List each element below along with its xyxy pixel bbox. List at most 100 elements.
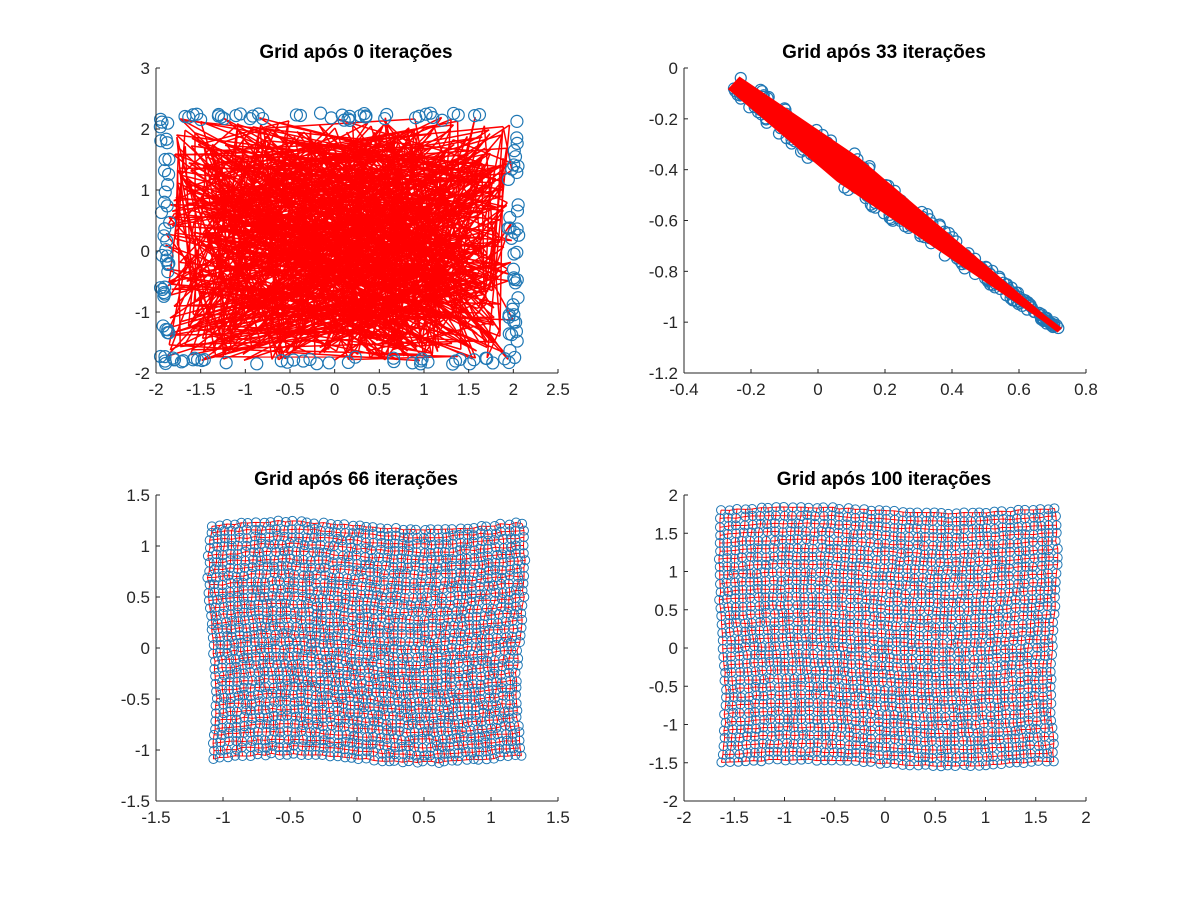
- grid-line: [211, 520, 523, 531]
- point-marker: [368, 716, 379, 727]
- grid-line: [356, 150, 474, 224]
- point-marker: [446, 577, 457, 588]
- point-marker: [954, 670, 965, 681]
- point-marker: [453, 575, 464, 586]
- point-marker: [329, 692, 340, 703]
- point-marker: [400, 704, 411, 715]
- point-marker: [482, 662, 493, 673]
- point-marker: [368, 746, 379, 757]
- point-marker: [263, 643, 274, 654]
- y-tick-label: 2: [669, 486, 678, 505]
- point-marker: [1028, 577, 1039, 588]
- point-marker: [1046, 674, 1057, 685]
- point-marker: [788, 680, 799, 691]
- point-marker: [1009, 619, 1020, 630]
- point-marker: [804, 705, 815, 716]
- point-marker: [282, 680, 293, 691]
- point-marker: [995, 595, 1006, 606]
- point-marker: [744, 576, 755, 587]
- point-marker: [219, 541, 230, 552]
- grid-line: [213, 730, 520, 742]
- point-marker: [482, 535, 493, 546]
- point-marker: [225, 577, 236, 588]
- point-marker: [390, 613, 401, 624]
- point-marker: [318, 728, 329, 739]
- point-marker: [990, 524, 1001, 535]
- point-marker: [772, 656, 783, 667]
- grid-line: [193, 235, 274, 316]
- point-marker: [807, 607, 818, 618]
- point-marker: [403, 674, 414, 685]
- point-marker: [465, 725, 476, 736]
- point-marker: [766, 689, 777, 700]
- point-marker: [511, 682, 522, 693]
- point-marker: [241, 540, 252, 551]
- point-marker: [874, 505, 885, 516]
- grid-line: [253, 195, 291, 334]
- point-marker: [451, 732, 462, 743]
- point-marker: [455, 560, 466, 571]
- grid-line: [212, 738, 520, 749]
- point-marker: [362, 611, 373, 622]
- point-marker: [883, 637, 894, 648]
- point-marker: [900, 670, 911, 681]
- point-marker: [393, 576, 404, 587]
- point-marker: [242, 637, 253, 648]
- point-marker: [297, 720, 308, 731]
- point-marker: [440, 553, 451, 564]
- point-marker: [320, 654, 331, 665]
- point-marker: [283, 718, 294, 729]
- point-marker: [774, 698, 785, 709]
- point-marker: [417, 727, 428, 738]
- grid-line: [206, 526, 218, 760]
- point-marker: [373, 724, 384, 735]
- grid-line: [166, 277, 414, 358]
- point-marker: [333, 730, 344, 741]
- point-marker: [834, 511, 845, 522]
- grid-line: [201, 155, 484, 362]
- point-marker: [787, 657, 798, 668]
- point-marker: [386, 351, 401, 365]
- point-marker: [1046, 715, 1057, 726]
- point-marker: [498, 690, 509, 701]
- point-marker: [822, 617, 833, 628]
- point-marker: [513, 653, 524, 664]
- point-marker: [361, 746, 372, 757]
- point-marker: [326, 660, 337, 671]
- point-marker: [367, 552, 378, 563]
- point-marker: [398, 673, 409, 684]
- point-marker: [400, 584, 411, 595]
- point-marker: [923, 654, 934, 665]
- point-marker: [268, 674, 279, 685]
- point-marker: [347, 745, 358, 756]
- point-marker: [815, 633, 826, 644]
- y-tick-label: -1: [663, 313, 678, 332]
- point-marker: [453, 590, 464, 601]
- point-marker: [287, 666, 298, 677]
- point-marker: [362, 596, 373, 607]
- point-marker: [243, 652, 254, 663]
- point-marker: [812, 746, 823, 757]
- point-marker: [466, 732, 477, 743]
- point-marker: [210, 716, 221, 727]
- x-tick-label: 0.5: [923, 808, 947, 827]
- point-marker: [383, 622, 394, 633]
- point-marker: [869, 611, 880, 622]
- point-marker: [411, 538, 422, 549]
- point-marker: [1026, 602, 1037, 613]
- point-marker: [327, 668, 338, 679]
- point-marker: [879, 700, 890, 711]
- point-marker: [244, 659, 255, 670]
- point-marker: [923, 621, 934, 632]
- point-marker: [800, 615, 811, 626]
- point-marker: [811, 665, 822, 676]
- point-marker: [356, 686, 367, 697]
- point-marker: [245, 691, 256, 702]
- point-marker: [769, 526, 780, 537]
- point-marker: [256, 111, 270, 126]
- point-marker: [1019, 504, 1030, 515]
- point-marker: [512, 660, 523, 671]
- point-marker: [447, 635, 458, 646]
- point-marker: [510, 245, 524, 259]
- point-marker: [801, 640, 812, 651]
